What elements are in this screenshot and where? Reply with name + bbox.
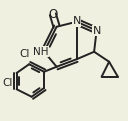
Text: Cl: Cl xyxy=(3,78,13,88)
Text: N: N xyxy=(93,26,101,35)
Text: O: O xyxy=(48,8,57,21)
Text: N: N xyxy=(72,16,81,26)
Text: NH: NH xyxy=(33,47,49,57)
Text: Cl: Cl xyxy=(19,49,29,59)
